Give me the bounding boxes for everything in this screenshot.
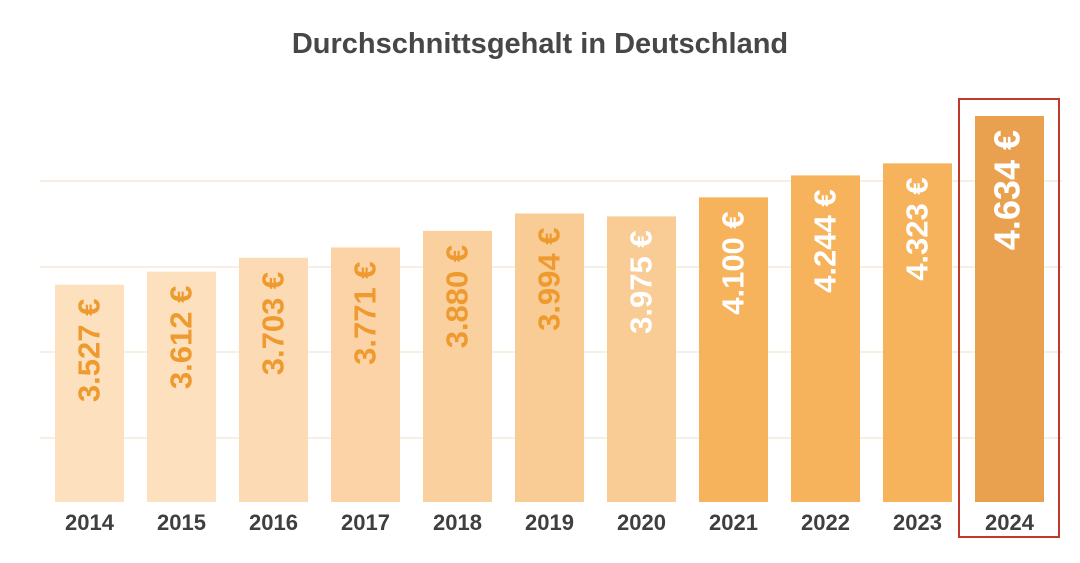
bar-2015 — [147, 271, 216, 502]
highlight-frame — [958, 98, 1060, 538]
bar-2014 — [55, 284, 124, 502]
bar-2023 — [883, 163, 952, 502]
data-label-2014: 3.527 € — [72, 299, 107, 402]
bar-2020 — [607, 216, 676, 502]
data-label-2018: 3.880 € — [440, 245, 475, 348]
data-label-2017: 3.771 € — [348, 261, 383, 364]
bar-2022 — [791, 175, 860, 502]
bar-2018 — [423, 230, 492, 502]
data-label-2023: 4.323 € — [900, 177, 935, 280]
data-label-2020: 3.975 € — [624, 230, 659, 333]
data-label-2021: 4.100 € — [716, 211, 751, 314]
bar-2019 — [515, 213, 584, 503]
bars — [55, 116, 1044, 503]
tick-label-2024: 2024 — [985, 510, 1035, 535]
tick-label-2020: 2020 — [617, 510, 666, 535]
tick-label-2021: 2021 — [709, 510, 758, 535]
data-labels: 3.527 € 3.612 € 3.703 € 3.771 € 3.880 € 3.994… — [72, 130, 1028, 402]
tick-label-2018: 2018 — [433, 510, 482, 535]
data-label-2019: 3.994 € — [532, 227, 567, 330]
tick-label-2019: 2019 — [525, 510, 574, 535]
tick-label-2016: 2016 — [249, 510, 298, 535]
data-label-2015: 3.612 € — [164, 286, 199, 389]
data-label-2024: 4.634 € — [987, 130, 1028, 250]
tick-label-2014: 2014 — [65, 510, 115, 535]
bar-2016 — [239, 257, 308, 502]
data-label-2016: 3.703 € — [256, 272, 291, 375]
tick-label-2022: 2022 — [801, 510, 850, 535]
bar-2017 — [331, 247, 400, 502]
chart-title: Durchschnittsgehalt in Deutschland — [291, 28, 789, 60]
tick-label-2023: 2023 — [893, 510, 942, 535]
bar-2021 — [699, 197, 768, 503]
tick-label-2015: 2015 — [157, 510, 206, 535]
tick-label-2017: 2017 — [341, 510, 390, 535]
x-axis-ticks: 2014 2015 2016 2017 2018 2019 2020 2021 2022 2023… — [65, 510, 1035, 535]
bar-2024 — [975, 116, 1044, 502]
data-label-2022: 4.244 € — [808, 189, 843, 292]
